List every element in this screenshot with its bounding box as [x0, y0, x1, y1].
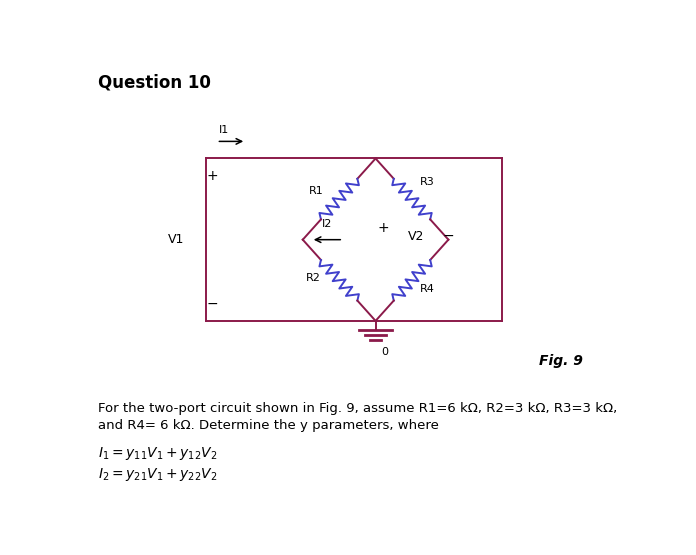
Text: −: − [443, 229, 454, 243]
Text: V1: V1 [168, 233, 184, 246]
Text: $I_1 = y_{11}V_1 + y_{12}V_2$: $I_1 = y_{11}V_1 + y_{12}V_2$ [97, 445, 217, 462]
Text: +: + [378, 221, 390, 235]
Text: R4: R4 [420, 284, 434, 294]
Text: I2: I2 [322, 219, 332, 229]
Text: +: + [206, 169, 218, 183]
Text: R1: R1 [309, 186, 324, 196]
Text: V2: V2 [408, 230, 425, 243]
Text: Question 10: Question 10 [97, 73, 211, 91]
Text: and R4= 6 kΩ. Determine the y parameters, where: and R4= 6 kΩ. Determine the y parameters… [97, 419, 438, 432]
Text: −: − [206, 297, 218, 311]
Text: $I_2 = y_{21}V_1 + y_{22}V_2$: $I_2 = y_{21}V_1 + y_{22}V_2$ [97, 466, 217, 483]
Text: R2: R2 [306, 273, 320, 283]
Text: 0: 0 [381, 346, 388, 356]
Text: For the two-port circuit shown in Fig. 9, assume R1=6 kΩ, R2=3 kΩ, R3=3 kΩ,: For the two-port circuit shown in Fig. 9… [97, 402, 617, 415]
Text: Fig. 9: Fig. 9 [539, 355, 583, 369]
Text: R3: R3 [420, 176, 434, 186]
Text: I1: I1 [219, 125, 230, 135]
